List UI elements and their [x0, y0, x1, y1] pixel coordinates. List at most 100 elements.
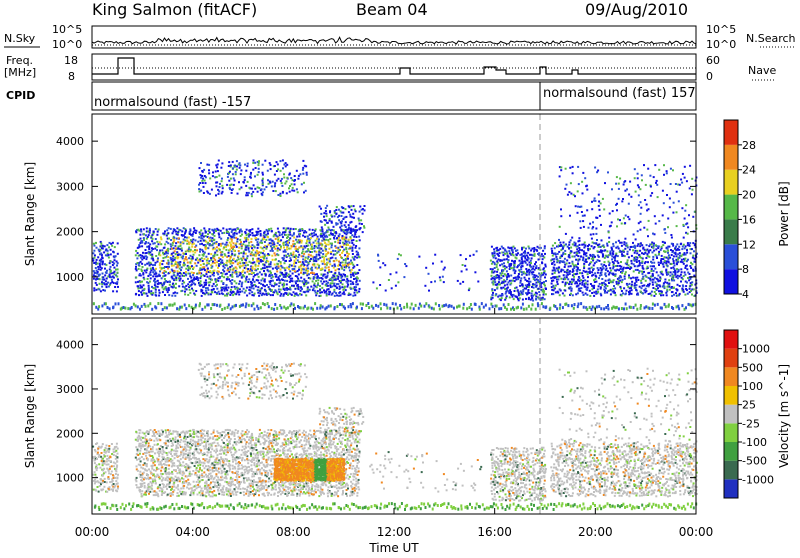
range-cell: [626, 253, 628, 255]
range-cell: [350, 280, 352, 282]
range-cell: [341, 252, 343, 254]
range-cell: [238, 283, 240, 285]
range-cell: [630, 267, 632, 269]
range-cell: [105, 280, 107, 282]
range-cell: [572, 294, 574, 296]
range-cell: [358, 218, 360, 220]
ground-cell: [522, 303, 524, 306]
range-cell: [598, 246, 600, 248]
range-cell: [316, 254, 318, 256]
range-cell: [183, 272, 185, 274]
range-cell: [462, 281, 464, 283]
range-cell: [215, 194, 217, 196]
range-cell: [644, 252, 646, 254]
range-cell: [328, 258, 330, 260]
range-cell: [218, 190, 220, 192]
range-cell: [678, 249, 680, 251]
range-cell: [286, 272, 288, 274]
range-cell: [325, 235, 327, 237]
range-cell: [257, 280, 259, 282]
range-cell: [553, 261, 555, 263]
range-cell: [666, 289, 668, 291]
ground-cell: [420, 305, 422, 308]
range-cell: [231, 286, 233, 288]
range-cell: [197, 279, 199, 281]
range-cell: [578, 237, 580, 239]
range-cell: [94, 474, 96, 476]
ground-cell: [481, 302, 483, 305]
range-cell: [106, 491, 108, 493]
range-cell: [341, 215, 343, 217]
range-cell: [150, 277, 152, 279]
range-cell: [528, 246, 530, 248]
range-cell: [693, 275, 695, 277]
range-cell: [96, 458, 98, 460]
range-cell: [691, 248, 693, 250]
range-cell: [526, 255, 528, 257]
range-cell: [622, 292, 624, 294]
range-cell: [98, 289, 100, 291]
range-cell: [184, 293, 186, 295]
range-cell: [494, 271, 496, 273]
range-cell: [645, 184, 647, 186]
range-cell: [246, 295, 248, 297]
range-cell: [680, 261, 682, 263]
range-cell: [212, 261, 214, 263]
range-cell: [491, 263, 493, 265]
range-cell: [339, 249, 341, 251]
range-cell: [318, 267, 320, 269]
range-cell: [520, 280, 522, 282]
range-cell: [177, 231, 179, 233]
range-cell: [686, 265, 688, 267]
range-cell: [213, 257, 215, 259]
range-cell: [180, 241, 182, 243]
range-cell: [558, 271, 560, 273]
range-cell: [597, 272, 599, 274]
range-cell: [658, 253, 660, 255]
range-cell: [544, 245, 546, 247]
range-cell: [263, 238, 265, 240]
range-cell: [362, 231, 364, 233]
range-cell: [245, 262, 247, 264]
range-cell: [633, 263, 635, 265]
range-cell: [516, 254, 518, 256]
range-cell: [205, 284, 207, 286]
range-cell: [568, 283, 570, 285]
ground-cell: [260, 306, 262, 309]
range-cell: [263, 250, 265, 252]
range-cell: [635, 238, 637, 240]
range-cell: [557, 253, 559, 255]
ground-cell: [368, 306, 370, 309]
range-cell: [528, 278, 530, 280]
range-cell: [325, 207, 327, 209]
range-cell: [231, 231, 233, 233]
range-cell: [239, 239, 241, 241]
range-cell: [162, 257, 164, 259]
range-cell: [379, 266, 381, 268]
range-cell: [666, 257, 668, 259]
range-cell: [282, 286, 284, 288]
range-cell: [160, 243, 162, 245]
range-cell: [674, 272, 676, 274]
range-cell: [252, 191, 254, 193]
ground-cell: [174, 302, 176, 305]
range-cell: [110, 260, 112, 262]
range-cell: [261, 180, 263, 182]
range-cell: [634, 246, 636, 248]
range-cell: [319, 289, 321, 291]
range-cell: [584, 215, 586, 217]
ground-cell: [596, 305, 598, 308]
range-cell: [297, 178, 299, 180]
range-cell: [274, 264, 276, 266]
range-cell: [207, 276, 209, 278]
range-cell: [93, 250, 95, 252]
range-cell: [545, 287, 547, 289]
range-cell: [233, 250, 235, 252]
range-cell: [116, 290, 118, 292]
ground-cell: [661, 307, 663, 310]
range-cell: [610, 270, 612, 272]
range-cell: [214, 254, 216, 256]
range-cell: [329, 238, 331, 240]
range-cell: [258, 258, 260, 260]
colorbar-swatch: [724, 145, 738, 170]
